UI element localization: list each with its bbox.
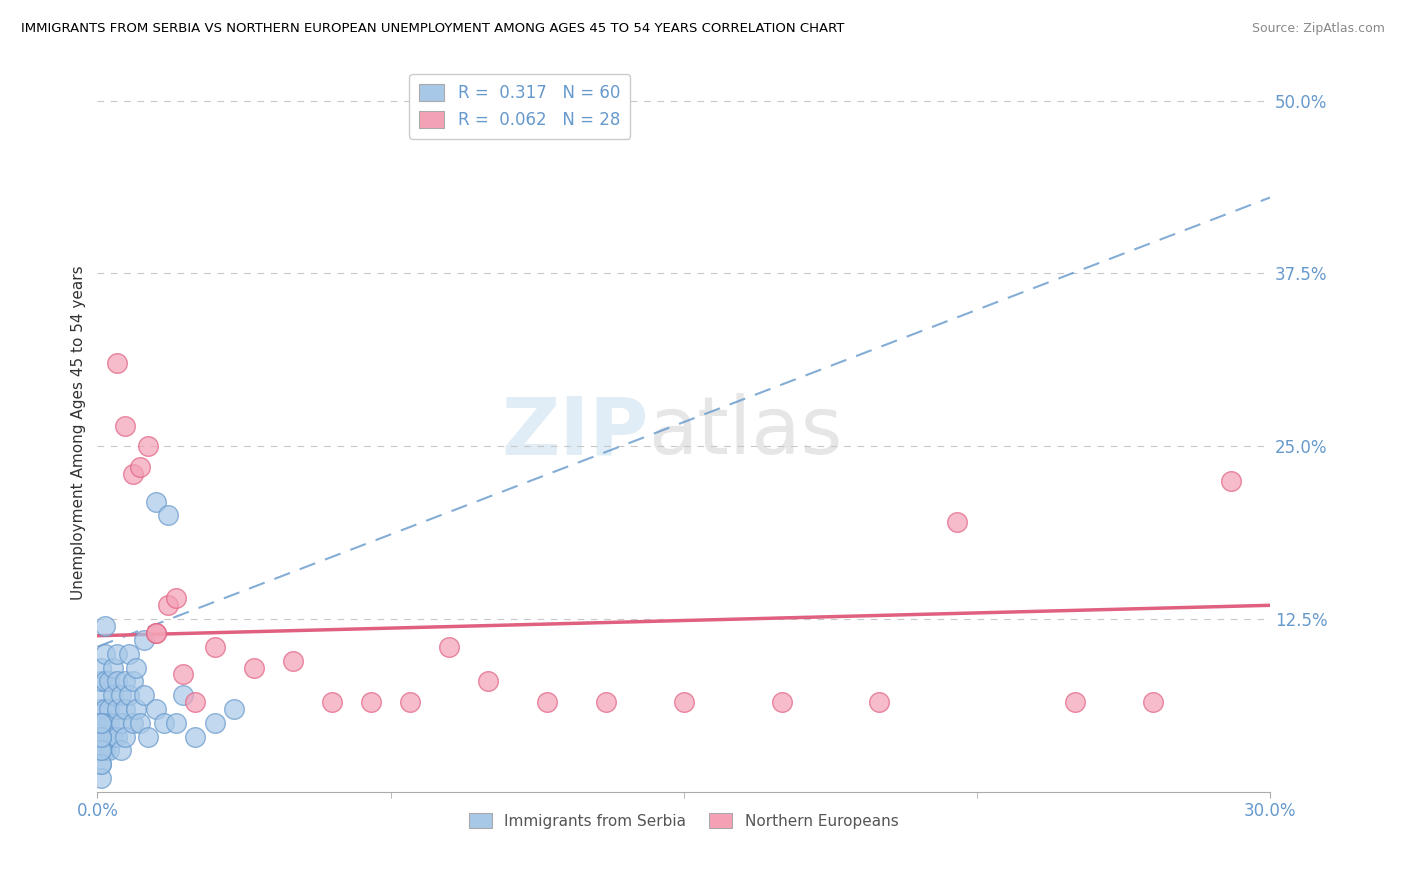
Point — [536, 695, 558, 709]
Point — [281, 654, 304, 668]
Point — [90, 743, 112, 757]
Point — [101, 660, 124, 674]
Point — [94, 730, 117, 744]
Point — [90, 730, 112, 744]
Point — [98, 702, 121, 716]
Point — [90, 730, 112, 744]
Point — [101, 715, 124, 730]
Point — [114, 730, 136, 744]
Point — [90, 743, 112, 757]
Point — [204, 715, 226, 730]
Point — [1063, 695, 1085, 709]
Point — [105, 674, 128, 689]
Point — [165, 715, 187, 730]
Point — [90, 730, 112, 744]
Point — [156, 508, 179, 523]
Point — [184, 695, 207, 709]
Text: IMMIGRANTS FROM SERBIA VS NORTHERN EUROPEAN UNEMPLOYMENT AMONG AGES 45 TO 54 YEA: IMMIGRANTS FROM SERBIA VS NORTHERN EUROP… — [21, 22, 845, 36]
Point — [399, 695, 422, 709]
Point — [121, 715, 143, 730]
Point — [224, 702, 246, 716]
Point — [94, 715, 117, 730]
Point — [1142, 695, 1164, 709]
Text: atlas: atlas — [648, 393, 844, 472]
Point — [90, 715, 112, 730]
Point — [156, 599, 179, 613]
Point — [172, 667, 194, 681]
Point — [321, 695, 343, 709]
Point — [242, 660, 264, 674]
Point — [477, 674, 499, 689]
Point — [105, 647, 128, 661]
Point — [98, 674, 121, 689]
Point — [94, 647, 117, 661]
Point — [172, 688, 194, 702]
Point — [121, 674, 143, 689]
Text: ZIP: ZIP — [502, 393, 648, 472]
Point — [114, 702, 136, 716]
Point — [90, 743, 112, 757]
Point — [1220, 474, 1243, 488]
Point — [90, 702, 112, 716]
Point — [110, 743, 132, 757]
Point — [672, 695, 695, 709]
Point — [134, 632, 156, 647]
Legend: Immigrants from Serbia, Northern Europeans: Immigrants from Serbia, Northern Europea… — [463, 806, 904, 835]
Point — [90, 771, 112, 785]
Point — [134, 688, 156, 702]
Point — [129, 715, 152, 730]
Point — [153, 715, 176, 730]
Point — [101, 730, 124, 744]
Point — [204, 640, 226, 654]
Point — [129, 460, 152, 475]
Point — [165, 591, 187, 606]
Point — [125, 702, 148, 716]
Point — [90, 715, 112, 730]
Point — [145, 702, 167, 716]
Point — [98, 743, 121, 757]
Point — [117, 688, 139, 702]
Point — [145, 494, 167, 508]
Point — [90, 660, 112, 674]
Point — [110, 715, 132, 730]
Point — [101, 688, 124, 702]
Point — [946, 516, 969, 530]
Point — [105, 730, 128, 744]
Point — [125, 660, 148, 674]
Point — [94, 743, 117, 757]
Point — [114, 674, 136, 689]
Point — [114, 418, 136, 433]
Point — [90, 757, 112, 772]
Point — [90, 715, 112, 730]
Point — [105, 702, 128, 716]
Point — [90, 688, 112, 702]
Point — [90, 674, 112, 689]
Point — [184, 730, 207, 744]
Point — [360, 695, 382, 709]
Point — [94, 674, 117, 689]
Text: Source: ZipAtlas.com: Source: ZipAtlas.com — [1251, 22, 1385, 36]
Point — [145, 626, 167, 640]
Point — [94, 619, 117, 633]
Point — [770, 695, 793, 709]
Point — [98, 715, 121, 730]
Y-axis label: Unemployment Among Ages 45 to 54 years: Unemployment Among Ages 45 to 54 years — [72, 265, 86, 599]
Point — [105, 356, 128, 370]
Point — [136, 730, 159, 744]
Point — [94, 702, 117, 716]
Point — [121, 467, 143, 481]
Point — [90, 757, 112, 772]
Point — [439, 640, 461, 654]
Point — [868, 695, 890, 709]
Point — [136, 439, 159, 453]
Point — [98, 730, 121, 744]
Point — [145, 626, 167, 640]
Point — [110, 688, 132, 702]
Point — [595, 695, 617, 709]
Point — [117, 647, 139, 661]
